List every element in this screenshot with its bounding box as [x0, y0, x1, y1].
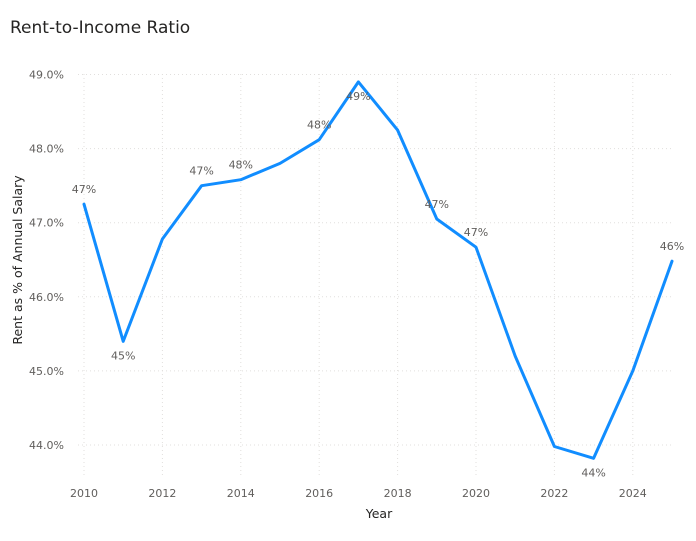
series-line-group	[82, 80, 674, 460]
x-tick-label: 2018	[384, 487, 412, 500]
y-tick-label: 44.0%	[29, 439, 64, 452]
data-label: 48%	[307, 119, 331, 132]
y-tick-label: 48.0%	[29, 143, 64, 156]
data-label: 45%	[111, 349, 135, 362]
chart-title: Rent-to-Income Ratio	[10, 18, 191, 38]
y-axis-ticks: 44.0% 45.0% 46.0% 47.0% 48.0% 49.0%	[29, 69, 64, 453]
data-labels: 47% 45% 47% 48% 48% 49% 47% 47% 44% 46%	[72, 90, 684, 479]
series-line	[82, 80, 674, 460]
data-label: 47%	[464, 226, 488, 239]
y-tick-label: 46.0%	[29, 291, 64, 304]
x-tick-label: 2020	[462, 487, 490, 500]
data-label: 44%	[581, 466, 605, 479]
x-tick-label: 2022	[540, 487, 568, 500]
data-label: 49%	[346, 90, 370, 103]
y-axis-title: Rent as % of Annual Salary	[10, 175, 25, 345]
data-label: 47%	[425, 198, 449, 211]
x-axis-title: Year	[365, 506, 393, 521]
data-label: 48%	[229, 159, 253, 172]
y-tick-label: 49.0%	[29, 69, 64, 82]
data-label: 46%	[660, 240, 684, 253]
data-label: 47%	[189, 165, 213, 178]
gridlines	[78, 74, 672, 476]
x-tick-label: 2014	[227, 487, 255, 500]
x-axis-ticks: 2010 2012 2014 2016 2018 2020 2022 2024	[70, 487, 647, 500]
y-tick-label: 45.0%	[29, 365, 64, 378]
x-tick-label: 2010	[70, 487, 98, 500]
x-tick-label: 2012	[148, 487, 176, 500]
x-tick-label: 2016	[305, 487, 333, 500]
data-label: 47%	[72, 183, 96, 196]
x-tick-label: 2024	[619, 487, 647, 500]
y-tick-label: 47.0%	[29, 217, 64, 230]
